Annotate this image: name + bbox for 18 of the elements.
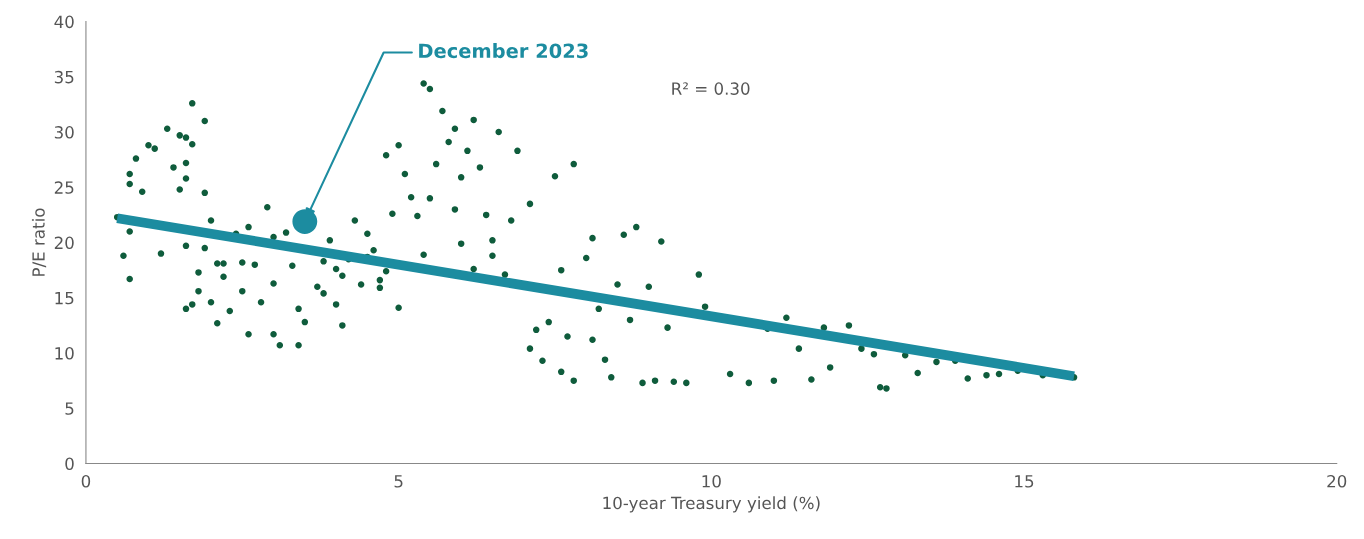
x-tick-label: 0 <box>81 474 91 488</box>
y-tick-label: 15 <box>55 291 74 305</box>
y-tick-label: 5 <box>65 402 74 415</box>
x-axis-title: 10-year Treasury yield (%) <box>603 496 820 513</box>
y-axis-title: P/E ratio <box>31 208 47 276</box>
y-tick-label: 20 <box>54 236 74 250</box>
x-tick-label: 5 <box>394 475 403 488</box>
x-tick-label: 15 <box>1015 475 1034 488</box>
y-tick-label: 40 <box>54 15 74 29</box>
y-tick-label: 25 <box>54 181 74 194</box>
annotation: R² = 0.30 <box>672 82 750 95</box>
x-tick-label: 10 <box>702 474 721 488</box>
y-tick-label: 35 <box>54 70 74 84</box>
x-tick-label: 20 <box>1327 474 1347 488</box>
y-tick-label: 0 <box>65 457 74 471</box>
y-tick-label: 30 <box>54 126 74 139</box>
y-tick-label: 10 <box>55 347 74 360</box>
annotation: December 2023 <box>419 43 588 59</box>
